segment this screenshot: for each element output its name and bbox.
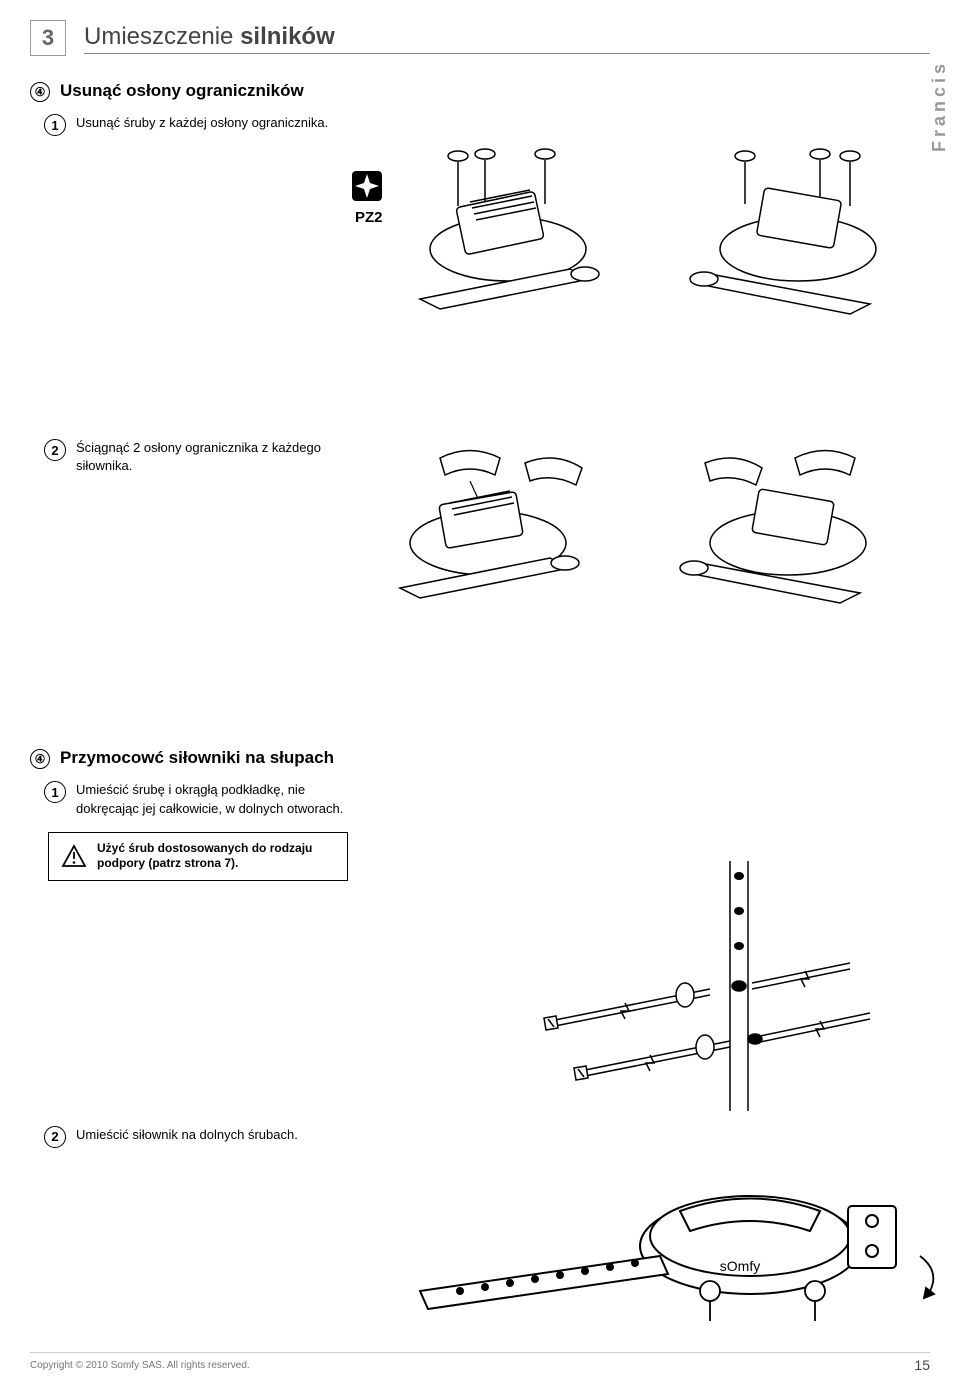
motor-diagram-right-2 bbox=[660, 433, 920, 633]
side-language-label: Francis bbox=[929, 60, 950, 152]
motor-diagram-left-1 bbox=[390, 144, 650, 344]
header: 3 Umieszczenie silników bbox=[30, 20, 930, 56]
substep-text: Umieścić siłownik na dolnych śrubach. bbox=[76, 1126, 298, 1148]
substep-text: Ściągnąć 2 osłony ogranicznika z każdego… bbox=[76, 439, 356, 475]
warning-text: Użyć śrub dostosowanych do rodzaju podpo… bbox=[97, 841, 335, 872]
warning-box: Użyć śrub dostosowanych do rodzaju podpo… bbox=[48, 832, 348, 881]
warning-triangle-icon bbox=[61, 844, 87, 868]
pz2-label: PZ2 bbox=[355, 209, 383, 226]
copyright-text: Copyright © 2010 Somfy SAS. All rights r… bbox=[30, 1360, 250, 1371]
step-b-circled-number: ④ bbox=[30, 749, 50, 769]
step-a-title: Usunąć osłony ograniczników bbox=[60, 81, 304, 101]
substep-number: 1 bbox=[44, 781, 66, 803]
section-title: Umieszczenie silników bbox=[84, 23, 930, 54]
step-b-heading: ④ Przymocowć siłowniki na słupach bbox=[30, 748, 930, 769]
post-bolts-diagram bbox=[530, 861, 930, 1111]
motor-diagram-right-1 bbox=[670, 144, 930, 344]
step-a-circled-number: ④ bbox=[30, 82, 50, 102]
substep-number: 2 bbox=[44, 439, 66, 461]
substep-number: 2 bbox=[44, 1126, 66, 1148]
section-title-bold: silników bbox=[240, 23, 335, 50]
figure-area-4: sOmfy bbox=[30, 1156, 930, 1376]
motor-diagram-left-2 bbox=[370, 433, 630, 633]
phillips-screwdriver-icon bbox=[350, 169, 384, 203]
figure-area-3 bbox=[30, 881, 930, 1111]
figure-area-2 bbox=[30, 483, 930, 733]
footer: Copyright © 2010 Somfy SAS. All rights r… bbox=[30, 1352, 930, 1373]
figure-area-1: PZ2 bbox=[30, 144, 930, 424]
section-title-light: Umieszczenie bbox=[84, 23, 233, 50]
manual-page: 3 Umieszczenie silników Francis ④ Usunąć… bbox=[0, 0, 960, 1393]
step-b-title: Przymocowć siłowniki na słupach bbox=[60, 748, 334, 768]
substep-text: Umieścić śrubę i okrągłą podkładkę, nie … bbox=[76, 781, 356, 817]
brand-label: sOmfy bbox=[720, 1258, 760, 1274]
substep-number: 1 bbox=[44, 114, 66, 136]
step-a-heading: ④ Usunąć osłony ograniczników bbox=[30, 81, 930, 102]
step-b-sub1: 1 Umieścić śrubę i okrągłą podkładkę, ni… bbox=[44, 781, 930, 817]
section-number-box: 3 bbox=[30, 20, 66, 56]
page-number: 15 bbox=[914, 1357, 930, 1373]
step-a-sub1: 1 Usunąć śruby z każdej osłony ograniczn… bbox=[44, 114, 930, 136]
substep-text: Usunąć śruby z każdej osłony ogranicznik… bbox=[76, 114, 328, 136]
